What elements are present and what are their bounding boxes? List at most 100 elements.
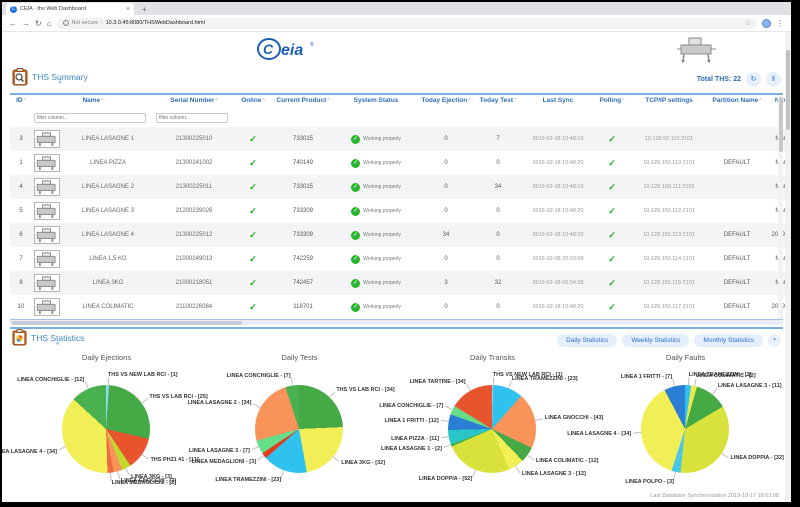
status-ok-icon: ✓: [351, 206, 361, 216]
col-online[interactable]: Online^: [241, 97, 265, 104]
col-tcpip[interactable]: TCP/IP settings: [645, 97, 693, 104]
machine-thumbnail: [34, 129, 60, 148]
statistics-title: THS Statistics: [31, 332, 85, 343]
cell-polling: ✓: [594, 223, 630, 247]
favicon: C: [10, 5, 17, 13]
machine-thumbnail: [34, 249, 60, 268]
check-icon: ✓: [608, 253, 616, 264]
browser-window: C CEIA - ths Web Dashboard × + ← → ↻ ⌂ i…: [2, 2, 791, 502]
monthly-statistics-button[interactable]: Monthly Statistics: [694, 333, 763, 347]
cell-name: LINEA 3KG: [92, 280, 124, 286]
pie: [255, 385, 343, 473]
table-row[interactable]: 7 LINEA 1,5 KG 21000249013 ✓ 742259 ✓ Working …: [10, 247, 791, 271]
cell-online: ✓: [234, 247, 272, 271]
col-name[interactable]: Name^: [82, 97, 104, 104]
info-icon[interactable]: i: [62, 20, 69, 26]
statistics-collapse-icon[interactable]: ^: [55, 341, 60, 348]
pie-slice-label: LINEA DOPPIA - [32]: [730, 455, 784, 462]
back-icon[interactable]: ←: [9, 18, 17, 28]
sort-caret-icon[interactable]: ^: [101, 98, 104, 104]
cell-partition: DEFAULT: [723, 280, 751, 286]
col-last-sync[interactable]: Last Sync: [542, 97, 574, 104]
col-system-status[interactable]: System Status: [353, 97, 399, 104]
col-current-product[interactable]: Current Product^: [276, 97, 330, 104]
table-row[interactable]: 5 LINEA LASAGNE 3 21200239026 ✓ 733309 ✓ Worki…: [10, 199, 791, 223]
reload-icon[interactable]: ↻: [35, 18, 42, 28]
col-partition[interactable]: Partition Name^: [712, 97, 762, 104]
cell-partition: [708, 175, 766, 199]
cell-tcpip: 10.128.150.114:2101: [643, 256, 695, 262]
col-today-test[interactable]: Today Test^: [479, 97, 517, 104]
cell-serial: 21300225012: [175, 232, 213, 238]
table-row[interactable]: 8 LINEA 3KG 21000218051 ✓ 742457 ✓ Working pro…: [10, 271, 791, 295]
table-row[interactable]: 10 LINEA COLIMATIC 21100226084 ✓ 118701 ✓ Work…: [10, 295, 791, 319]
cell-today-test: 0: [496, 304, 500, 310]
tab-close-icon[interactable]: ×: [125, 5, 130, 13]
pie-slice-label: LINEA MEDAGLIONI - [2]: [111, 479, 177, 486]
new-tab-button[interactable]: +: [142, 5, 147, 14]
name-filter-input[interactable]: [34, 113, 147, 123]
pie-leader-line: [290, 377, 294, 386]
cell-current-product: 733015: [293, 184, 314, 190]
pie-leader-line: [694, 378, 697, 387]
col-serial[interactable]: Serial Number^: [170, 97, 218, 104]
refresh-button[interactable]: ↻: [746, 72, 761, 87]
home-icon[interactable]: ⌂: [46, 18, 52, 28]
cell-thumbnail: [32, 271, 62, 295]
pie-slice-label: LINEA 3KG - [3]: [131, 473, 172, 480]
table-vertical-scrollbar[interactable]: [778, 95, 783, 319]
bookmark-star-icon[interactable]: ☆: [744, 20, 751, 27]
sort-caret-icon[interactable]: ^: [327, 98, 330, 104]
sort-caret-icon[interactable]: ^: [468, 98, 471, 104]
table-row[interactable]: 1 LINEA PIZZA 21300241002 ✓ 740149 ✓ Working p…: [10, 151, 791, 175]
status-ok-icon: ✓: [351, 302, 361, 312]
table-horizontal-scrollbar[interactable]: [10, 320, 783, 325]
pie-leader-line: [672, 378, 676, 387]
pie-slice-label: THS VS NEW LAB RCI - [1]: [107, 372, 178, 379]
cell-id: 5: [19, 208, 23, 214]
cell-online: ✓: [234, 271, 272, 295]
cell-name: LINEA LASAGNE 4: [81, 232, 135, 238]
statistics-clipboard-icon: [12, 329, 27, 351]
total-ths-label: Total THS:: [696, 76, 732, 83]
table-row[interactable]: 4 LINEA LASAGNE 2 21300225011 ✓ 733015 ✓ Worki…: [10, 175, 791, 199]
cell-today-ejection: 34: [442, 232, 450, 238]
statistics-more-button[interactable]: ▪: [768, 333, 781, 347]
col-polling[interactable]: Polling^: [599, 97, 625, 104]
pie-slice-label: LINEA PIZZA - [11]: [391, 436, 439, 443]
cell-last-sync: 2016-02-08 20:03:08: [532, 256, 584, 262]
browser-tab[interactable]: C CEIA - ths Web Dashboard ×: [6, 3, 134, 15]
weekly-statistics-button[interactable]: Weekly Statistics: [622, 333, 690, 347]
status-text: Working properly: [363, 208, 401, 214]
page-content: C eia ®: [2, 32, 791, 501]
profile-avatar[interactable]: [762, 18, 771, 28]
table-row[interactable]: 6 LINEA LASAGNE 4 21300225012 ✓ 733309 ✓ Worki…: [10, 223, 791, 247]
col-id[interactable]: ID^: [16, 97, 26, 104]
sort-caret-icon[interactable]: ^: [622, 98, 625, 104]
cell-next-report: Manual Report: [775, 160, 791, 166]
check-icon: ✓: [608, 157, 616, 168]
sort-caret-icon[interactable]: ^: [262, 98, 265, 104]
forward-icon[interactable]: →: [22, 18, 30, 28]
cell-last-sync: 2016-02-18 10:48:19: [532, 136, 584, 142]
total-ths-value: 22: [733, 76, 741, 83]
machine-thumbnail: [34, 297, 60, 316]
table-row[interactable]: 3 LINEA LASAGNE 1 21300225010 ✓ 733015 ✓ Worki…: [10, 127, 791, 151]
sort-caret-icon[interactable]: ^: [215, 98, 218, 104]
serial-filter-input[interactable]: [156, 113, 229, 123]
cell-serial: 21000218051: [175, 280, 213, 286]
sort-caret-icon[interactable]: ^: [759, 98, 762, 104]
summary-collapse-icon[interactable]: ^: [58, 81, 62, 87]
col-today-ejection[interactable]: Today Ejection^: [421, 97, 471, 104]
pie-slice-label: LINEA CONCHIGLIE - [7]: [379, 402, 444, 409]
pie-leader-line: [440, 419, 449, 423]
browser-menu-icon[interactable]: ⋮: [776, 18, 784, 28]
cell-online: ✓: [234, 175, 272, 199]
sort-caret-icon[interactable]: ^: [23, 98, 26, 104]
sort-caret-icon[interactable]: ^: [514, 98, 517, 104]
check-icon: ✓: [249, 133, 257, 144]
address-bar[interactable]: i Not secure | 10.3.0.45:8080/THSWebDash…: [56, 17, 757, 29]
page-scrollbar[interactable]: [785, 32, 791, 501]
pause-polling-button[interactable]: ‖: [766, 72, 781, 87]
daily-statistics-button[interactable]: Daily Statistics: [557, 333, 618, 347]
